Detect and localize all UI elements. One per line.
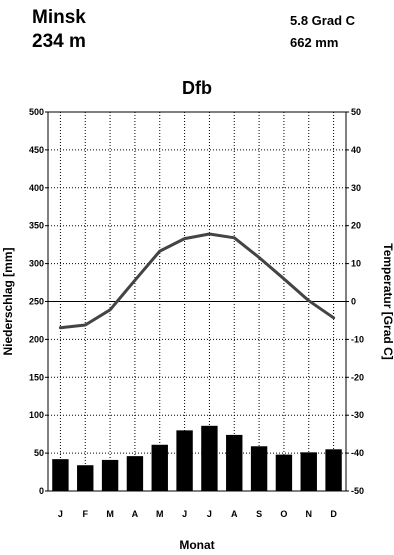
temperature-axis-label: Temperatur [Grad C] — [381, 243, 394, 359]
temperature-line — [58, 232, 336, 330]
month-label: S — [256, 509, 262, 519]
month-label: M — [156, 509, 164, 519]
right-tick-label: 10 — [351, 259, 361, 269]
precipitation-bar — [226, 434, 243, 491]
left-tick-label: 350 — [29, 221, 44, 231]
month-label: J — [182, 509, 187, 519]
right-tick-label: 30 — [351, 183, 361, 193]
month-label: D — [330, 509, 337, 519]
left-tick-label: 400 — [29, 183, 44, 193]
precipitation-bar — [151, 444, 168, 491]
month-label: J — [207, 509, 212, 519]
precipitation-bar — [250, 446, 268, 491]
precipitation-axis-label: Niederschlag [mm] — [1, 247, 15, 355]
left-tick-label: 300 — [29, 259, 44, 269]
precipitation-bar — [201, 425, 218, 491]
station-block: Minsk 234 m — [32, 6, 86, 54]
precipitation-bar — [176, 430, 193, 491]
x-axis-label: Monat — [179, 538, 214, 552]
mean-temperature: 5.8 Grad C — [290, 13, 356, 28]
left-tick-label: 0 — [39, 486, 44, 496]
precipitation-bar — [101, 459, 119, 491]
right-tick-label: -50 — [351, 486, 364, 496]
precipitation-bar — [300, 452, 317, 491]
month-label: A — [132, 509, 139, 519]
precipitation-bar — [52, 459, 69, 491]
right-tick-label: -20 — [351, 372, 364, 382]
left-tick-label: 100 — [29, 410, 44, 420]
station-name: Minsk — [32, 7, 86, 28]
right-tick-label: -10 — [351, 334, 364, 344]
right-tick-label: 20 — [351, 221, 361, 231]
month-label: M — [106, 509, 114, 519]
left-tick-label: 500 — [29, 107, 44, 117]
precipitation-bar — [126, 456, 144, 491]
left-tick-label: 150 — [29, 372, 44, 382]
month-label: N — [306, 509, 313, 519]
left-tick-label: 250 — [29, 297, 44, 307]
month-label: A — [231, 509, 238, 519]
month-label: F — [83, 509, 89, 519]
right-tick-label: 50 — [351, 107, 361, 117]
precipitation-bar — [77, 465, 94, 491]
precipitation-bar — [275, 454, 293, 491]
chart-title: Dfb — [182, 78, 212, 98]
annual-precipitation: 662 mm — [290, 35, 339, 50]
right-tick-label: -40 — [351, 448, 364, 458]
station-elevation: 234 m — [32, 31, 86, 52]
precipitation-bar — [325, 449, 342, 491]
left-tick-label: 450 — [29, 145, 44, 155]
right-tick-label: 0 — [351, 297, 356, 307]
month-label: J — [58, 509, 63, 519]
month-label: O — [280, 509, 287, 519]
climate-stats: 5.8 Grad C 662 mm — [290, 10, 355, 54]
left-tick-label: 50 — [34, 448, 44, 458]
right-tick-label: -30 — [351, 410, 364, 420]
right-tick-label: 40 — [351, 145, 361, 155]
left-tick-label: 200 — [29, 334, 44, 344]
